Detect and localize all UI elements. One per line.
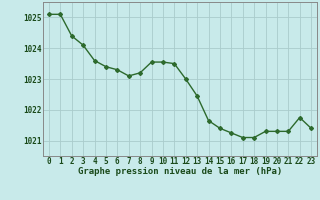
X-axis label: Graphe pression niveau de la mer (hPa): Graphe pression niveau de la mer (hPa) xyxy=(78,167,282,176)
